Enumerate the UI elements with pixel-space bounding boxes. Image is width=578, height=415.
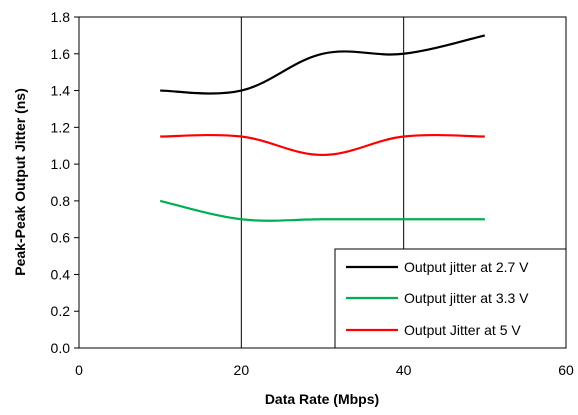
y-tick-label: 0.0 <box>51 340 71 356</box>
legend-label: Output jitter at 3.3 V <box>404 290 529 306</box>
x-tick-label: 60 <box>558 362 574 378</box>
x-tick-label: 40 <box>396 362 412 378</box>
y-tick-label: 0.6 <box>51 230 71 246</box>
y-axis-title: Peak-Peak Output Jitter (ns) <box>12 88 28 276</box>
y-tick-label: 1.2 <box>51 119 71 135</box>
y-tick-label: 1.0 <box>51 156 71 172</box>
series-lines <box>159 34 486 222</box>
x-axis-ticks: 0 20 40 60 <box>75 362 574 378</box>
y-tick-label: 0.2 <box>51 303 71 319</box>
legend: Output jitter at 2.7 V Output jitter at 3… <box>334 248 567 349</box>
y-axis-ticks: 0.0 0.2 0.4 0.6 0.8 1.0 1.2 1.4 1.6 1.8 <box>51 9 79 356</box>
plot-area-frame <box>78 16 567 349</box>
y-tick-label: 1.6 <box>51 46 71 62</box>
x-tick-label: 20 <box>234 362 250 378</box>
series-line-3 <box>160 133 485 157</box>
legend-label: Output Jitter at 5 V <box>404 322 521 338</box>
y-tick-label: 0.4 <box>51 266 71 282</box>
y-tick-label: 1.8 <box>51 9 71 25</box>
x-tick-label: 0 <box>75 362 83 378</box>
y-tick-label: 0.8 <box>51 193 71 209</box>
series-line-1 <box>160 34 486 95</box>
series-line-2 <box>159 199 485 222</box>
y-tick-label: 1.4 <box>51 83 71 99</box>
x-axis-title: Data Rate (Mbps) <box>265 391 379 407</box>
legend-label: Output jitter at 2.7 V <box>404 259 529 275</box>
